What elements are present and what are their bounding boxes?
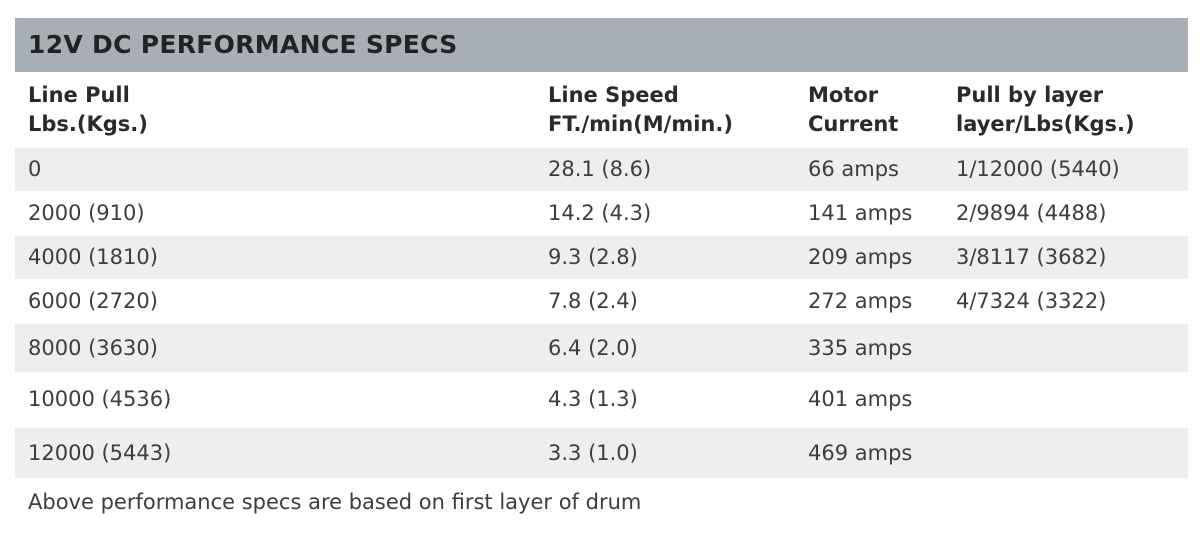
title-bar: 12V DC PERFORMANCE SPECS [15, 18, 1188, 72]
table-cell: 10000 (4536) [28, 387, 172, 411]
row-background [15, 148, 1188, 191]
table-cell: 4.3 (1.3) [548, 387, 638, 411]
column-header: layer/Lbs(Kgs.) [956, 112, 1135, 136]
table-cell: 2/9894 (4488) [956, 201, 1107, 225]
column-header: Pull by layer [956, 83, 1104, 107]
column-header: Line Speed [548, 83, 679, 107]
table-cell: 4/7324 (3322) [956, 289, 1107, 313]
table-cell: 209 amps [808, 245, 913, 269]
table-cell: 272 amps [808, 289, 913, 313]
column-header: Lbs.(Kgs.) [28, 112, 148, 136]
table-title: 12V DC PERFORMANCE SPECS [28, 30, 458, 59]
table-cell: 3/8117 (3682) [956, 245, 1107, 269]
table-cell: 2000 (910) [28, 201, 145, 225]
footnote: Above performance specs are based on fir… [28, 490, 642, 514]
table-cell: 28.1 (8.6) [548, 157, 652, 181]
table-cell: 1/12000 (5440) [956, 157, 1120, 181]
column-header: FT./min(M/min.) [548, 112, 733, 136]
table-cell: 335 amps [808, 336, 913, 360]
row-background [15, 236, 1188, 279]
table-cell: 12000 (5443) [28, 441, 172, 465]
table-cell: 3.3 (1.0) [548, 441, 638, 465]
column-header: Motor [808, 83, 879, 107]
table-cell: 6.4 (2.0) [548, 336, 638, 360]
table-cell: 141 amps [808, 201, 913, 225]
row-background [15, 428, 1188, 478]
table-cell: 0 [28, 157, 42, 181]
table-cell: 7.8 (2.4) [548, 289, 638, 313]
table-cell: 469 amps [808, 441, 913, 465]
table-cell: 4000 (1810) [28, 245, 158, 269]
table-cell: 8000 (3630) [28, 336, 158, 360]
column-header: Current [808, 112, 899, 136]
table-cell: 9.3 (2.8) [548, 245, 638, 269]
column-header: Line Pull [28, 83, 130, 107]
table-cell: 6000 (2720) [28, 289, 158, 313]
table-cell: 401 amps [808, 387, 913, 411]
row-background [15, 324, 1188, 372]
table-cell: 14.2 (4.3) [548, 201, 652, 225]
table-cell: 66 amps [808, 157, 899, 181]
